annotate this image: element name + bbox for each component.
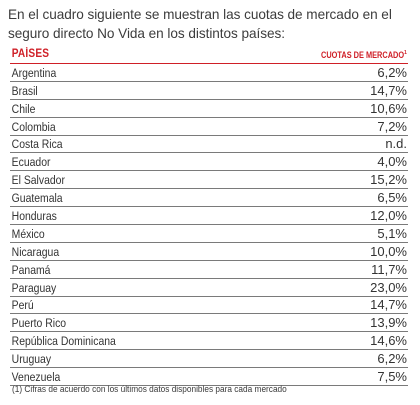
table-row: Honduras 12,0% bbox=[10, 207, 408, 226]
table-row: Uruguay 6,2% bbox=[10, 350, 408, 369]
market-share-cell: 10,0% bbox=[370, 243, 407, 259]
country-cell: Guatemala bbox=[11, 191, 63, 206]
market-share-cell: 7,5% bbox=[377, 369, 407, 385]
market-share-cell: n.d. bbox=[385, 136, 407, 152]
table-row: Colombia 7,2% bbox=[10, 118, 408, 136]
country-cell: Honduras bbox=[11, 209, 57, 224]
table-row: Argentina 6,2% bbox=[10, 64, 408, 82]
market-share-cell: 10,6% bbox=[370, 100, 407, 116]
market-share-cell: 14,7% bbox=[370, 82, 407, 98]
country-cell: Panamá bbox=[11, 262, 51, 277]
country-cell: México bbox=[11, 226, 45, 241]
table-row: Guatemala 6,5% bbox=[10, 189, 408, 208]
header-footnote-marker: 1 bbox=[404, 50, 408, 56]
table-row: República Dominicana 14,6% bbox=[10, 332, 408, 351]
country-cell: Argentina bbox=[11, 65, 57, 80]
table-body: Argentina 6,2% Brasil 14,7% Chile 10,6% Colomb… bbox=[10, 64, 408, 387]
market-share-cell: 13,9% bbox=[370, 315, 407, 331]
country-cell: Puerto Rico bbox=[11, 316, 67, 331]
table-row: Perú 14,7% bbox=[10, 297, 408, 315]
country-cell: Nicaragua bbox=[11, 244, 60, 259]
country-cell: Chile bbox=[11, 101, 36, 116]
market-share-cell: 14,7% bbox=[370, 297, 407, 313]
footnote: (1) Cifras de acuerdo con los últimos da… bbox=[12, 384, 287, 394]
table-row: Panamá 11,7% bbox=[10, 261, 408, 279]
intro-paragraph: En el cuadro siguiente se muestran las c… bbox=[8, 7, 392, 41]
market-share-cell: 11,7% bbox=[371, 261, 407, 277]
header-market-share-label: CUOTAS DE MERCADO bbox=[321, 50, 405, 60]
country-cell: Brasil bbox=[11, 83, 38, 98]
table-header: PAÍSES CUOTAS DE MERCADO1 bbox=[10, 44, 408, 64]
country-cell: República Dominicana bbox=[11, 334, 116, 349]
market-share-cell: 5,1% bbox=[377, 225, 407, 241]
market-share-cell: 14,6% bbox=[370, 333, 407, 349]
table-row: Venezuela 7,5% bbox=[10, 368, 408, 387]
table-row: Costa Rica n.d. bbox=[10, 136, 408, 154]
country-cell: Venezuela bbox=[11, 370, 61, 385]
country-cell: Uruguay bbox=[11, 352, 52, 367]
table-row: Chile 10,6% bbox=[10, 100, 408, 118]
table-row: Ecuador 4,0% bbox=[10, 153, 408, 172]
country-cell: Perú bbox=[11, 298, 34, 313]
country-cell: Paraguay bbox=[11, 280, 57, 295]
country-cell: Costa Rica bbox=[11, 137, 63, 152]
country-cell: El Salvador bbox=[11, 173, 65, 188]
table-row: Paraguay 23,0% bbox=[10, 279, 408, 297]
table-row: Brasil 14,7% bbox=[10, 82, 408, 100]
header-market-share: CUOTAS DE MERCADO1 bbox=[321, 50, 408, 60]
table-row: Puerto Rico 13,9% bbox=[10, 314, 408, 333]
market-share-cell: 23,0% bbox=[370, 279, 407, 295]
country-cell: Colombia bbox=[11, 119, 56, 134]
table-row: Nicaragua 10,0% bbox=[10, 243, 408, 261]
market-share-cell: 6,2% bbox=[377, 351, 407, 367]
table-row: El Salvador 15,2% bbox=[10, 171, 408, 190]
market-share-cell: 15,2% bbox=[370, 172, 407, 188]
market-share-cell: 12,0% bbox=[370, 208, 407, 224]
market-share-cell: 7,2% bbox=[377, 118, 407, 134]
market-share-table: PAÍSES CUOTAS DE MERCADO1 Argentina 6,2% B… bbox=[10, 44, 408, 387]
table-row: México 5,1% bbox=[10, 225, 408, 243]
market-share-cell: 6,5% bbox=[377, 190, 407, 206]
country-cell: Ecuador bbox=[11, 155, 51, 170]
market-share-cell: 6,2% bbox=[377, 64, 407, 80]
market-share-cell: 4,0% bbox=[377, 154, 407, 170]
header-countries: PAÍSES bbox=[11, 48, 50, 60]
